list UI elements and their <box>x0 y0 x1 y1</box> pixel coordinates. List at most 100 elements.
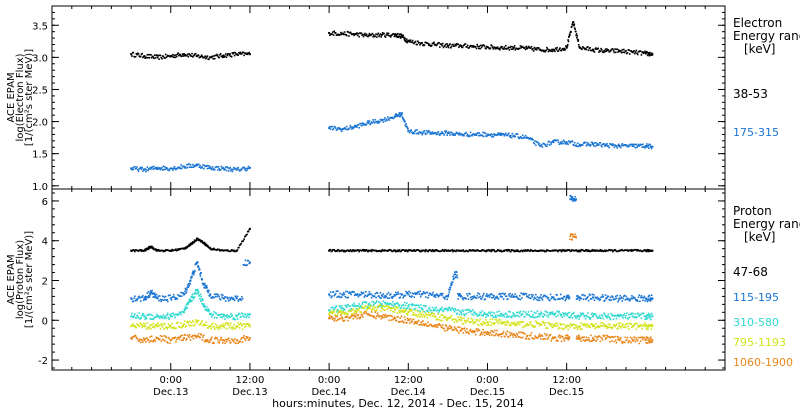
data-point <box>548 140 550 143</box>
data-point <box>425 312 427 315</box>
data-point <box>535 298 538 301</box>
data-point <box>237 54 240 56</box>
data-point <box>623 294 626 297</box>
data-point <box>400 113 402 115</box>
data-point <box>376 292 379 295</box>
data-point <box>342 309 344 312</box>
data-point <box>517 322 520 325</box>
data-point <box>209 313 211 316</box>
data-point <box>405 40 408 42</box>
data-point <box>356 314 359 317</box>
data-point <box>372 35 374 38</box>
data-point <box>429 133 432 135</box>
data-point <box>391 297 393 299</box>
data-point <box>376 33 379 36</box>
data-point <box>150 56 153 59</box>
data-point <box>396 302 399 304</box>
data-point <box>451 281 454 283</box>
data-point <box>201 240 204 243</box>
data-point <box>554 324 556 327</box>
data-point <box>561 316 564 319</box>
data-point <box>640 143 643 146</box>
data-point <box>437 313 440 315</box>
data-point <box>423 311 426 313</box>
data-point <box>631 144 634 147</box>
data-point <box>579 145 582 147</box>
data-point <box>550 311 553 314</box>
data-point <box>355 305 358 307</box>
data-point <box>591 339 594 342</box>
data-point <box>174 336 176 339</box>
data-point <box>602 317 605 320</box>
data-point <box>244 337 246 340</box>
data-point <box>572 22 574 24</box>
data-point <box>562 335 564 338</box>
data-point <box>515 311 518 314</box>
data-point <box>544 144 547 146</box>
data-point <box>515 324 518 326</box>
data-point <box>370 293 372 295</box>
data-point <box>188 336 190 339</box>
data-point <box>427 130 429 133</box>
data-point <box>207 164 209 167</box>
data-point <box>445 325 448 328</box>
data-point <box>375 36 378 38</box>
data-point <box>627 341 630 344</box>
data-point <box>157 315 160 317</box>
data-point <box>175 327 177 330</box>
data-point <box>631 295 633 297</box>
data-point <box>381 248 384 251</box>
data-point <box>593 51 596 53</box>
data-point <box>413 42 415 45</box>
data-point <box>339 292 341 295</box>
data-point <box>351 313 353 315</box>
electron-legend-item: 175-315 <box>733 126 779 139</box>
data-point <box>488 249 490 251</box>
data-point <box>204 242 207 245</box>
data-point <box>177 321 179 324</box>
data-point <box>395 35 397 38</box>
data-point <box>540 311 542 314</box>
data-point <box>628 300 631 302</box>
data-point <box>440 308 443 311</box>
data-point <box>182 325 185 327</box>
data-point <box>206 286 208 289</box>
data-point <box>156 54 158 57</box>
data-point <box>206 244 209 247</box>
data-point <box>372 119 374 121</box>
data-point <box>616 147 619 149</box>
data-point <box>510 315 512 318</box>
data-point <box>189 53 191 56</box>
data-point <box>623 326 626 328</box>
data-point <box>446 309 449 312</box>
data-point <box>468 333 470 335</box>
data-point <box>649 144 652 146</box>
data-point <box>351 309 354 311</box>
data-point <box>427 321 429 324</box>
data-point <box>377 305 380 308</box>
data-point <box>516 334 519 336</box>
data-point <box>131 55 133 57</box>
data-point <box>158 295 161 297</box>
data-point <box>147 248 150 250</box>
data-point <box>649 336 652 339</box>
data-point <box>496 319 499 322</box>
data-point <box>191 324 193 327</box>
data-point <box>631 339 634 342</box>
data-point <box>366 121 369 124</box>
data-point <box>490 314 492 317</box>
data-point <box>544 50 547 53</box>
data-point <box>525 249 528 252</box>
data-point <box>202 282 204 285</box>
data-point <box>649 341 651 344</box>
data-point <box>221 339 223 342</box>
data-point <box>182 311 185 313</box>
data-point <box>625 326 627 329</box>
data-point <box>543 50 545 53</box>
data-point <box>452 318 455 320</box>
data-point <box>532 141 535 144</box>
data-point <box>189 324 192 327</box>
data-point <box>433 250 435 253</box>
data-point <box>346 290 349 293</box>
data-point <box>412 293 415 295</box>
